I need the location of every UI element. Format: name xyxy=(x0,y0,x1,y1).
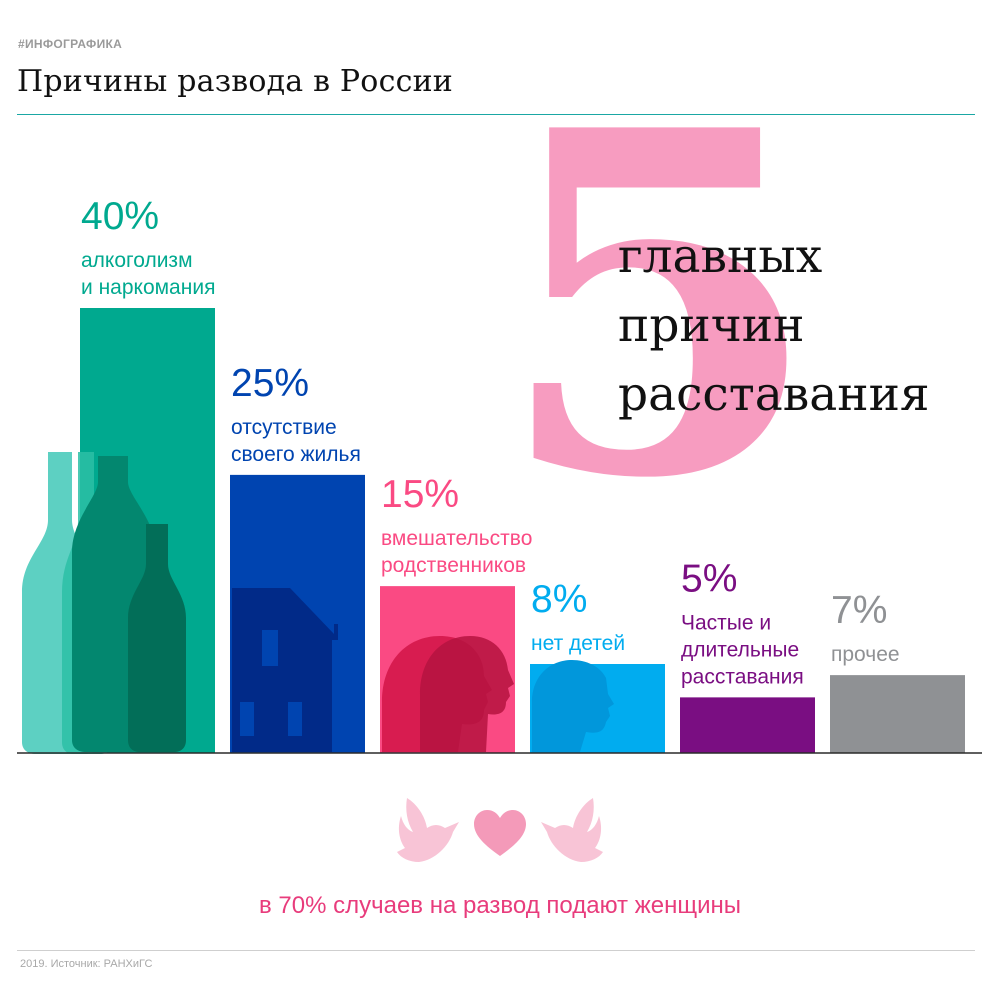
category-label-5-line-2: длительные xyxy=(681,638,799,661)
big-five-number: 5 xyxy=(495,29,823,581)
category-label-5-line-3: расставания xyxy=(681,665,804,688)
category-label-2-line-1: отсутствие xyxy=(231,416,337,439)
doves-heart-icon xyxy=(397,798,603,862)
source-credit: 2019. Источник: РАНХиГС xyxy=(20,958,153,970)
headline: главных причин расставания xyxy=(618,222,930,429)
category-label-2-line-2: своего жилья xyxy=(231,443,361,466)
value-label-4: 8% xyxy=(531,578,587,621)
house-icon xyxy=(232,588,338,752)
category-label-4-line-1: нет детей xyxy=(531,632,625,655)
heads-icon xyxy=(382,636,514,752)
child-head-icon xyxy=(532,660,614,752)
value-label-1: 40% xyxy=(81,195,159,238)
value-label-5: 5% xyxy=(681,557,737,600)
infographic-tag: #ИНФОГРАФИКА xyxy=(18,37,123,51)
headline-line-3: расставания xyxy=(618,367,930,422)
women-file-note: в 70% случаев на развод подают женщины xyxy=(258,892,742,919)
headline-line-2: причин xyxy=(618,298,805,353)
page-title: Причины развода в России xyxy=(17,64,453,99)
bottles-icon xyxy=(22,452,186,754)
category-label-5-line-1: Частые и xyxy=(681,611,771,634)
category-label-3-line-2: родственников xyxy=(381,554,526,577)
value-label-3: 15% xyxy=(381,473,459,516)
value-label-2: 25% xyxy=(231,362,309,405)
category-label-6-line-1: прочее xyxy=(831,643,900,666)
title-divider xyxy=(17,114,975,115)
headline-line-1: главных xyxy=(618,229,823,284)
category-label-1-line-2: и наркомания xyxy=(81,276,215,299)
category-label-3-line-1: вмешательство xyxy=(381,527,532,550)
category-label-1-line-1: алкоголизм xyxy=(81,249,193,272)
value-label-6: 7% xyxy=(831,589,887,632)
footer-divider xyxy=(17,950,975,951)
bar-6 xyxy=(830,675,965,753)
bar-5 xyxy=(680,697,815,753)
